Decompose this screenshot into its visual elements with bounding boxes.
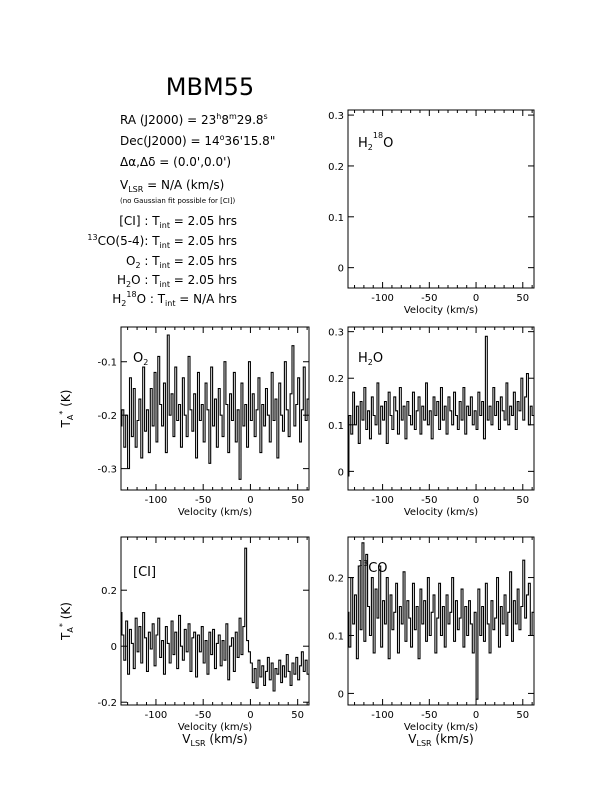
y-tick-label: 0.2 <box>328 374 344 385</box>
panel-h2o: -100 -50 0 50 0 0.1 0.2 0.3 Velocity (km/s) H2O <box>328 326 535 518</box>
x-axis-label: Velocity (km/s) <box>404 722 478 733</box>
plot-frame <box>120 326 310 491</box>
x-tick-label: 0 <box>247 710 253 721</box>
x-axis-label: Velocity (km/s) <box>404 507 478 518</box>
plot-frame <box>347 536 535 706</box>
y-tick-label: 0 <box>338 467 344 478</box>
panel-13co: -100 -50 0 50 0 0.1 0.2 Velocity (km/s)VLSR (km… <box>328 536 535 748</box>
y-tick-label: 0.3 <box>328 111 344 122</box>
x-tick-label: -100 <box>371 293 394 304</box>
x-tick-label: -50 <box>421 293 437 304</box>
y-tick-label: 0 <box>111 642 117 653</box>
info-block: RA (J2000) = 23h8m29.8s Dec(J2000) = 14o… <box>87 112 275 308</box>
panel-h2-18o: -100 -50 0 50 0 0.1 0.2 0.3 Velocity (km/s) H218O <box>328 109 535 316</box>
y-tick-label: 0 <box>338 264 344 275</box>
spectrum-line <box>121 547 309 692</box>
x-tick-label: -100 <box>145 495 168 506</box>
x-tick-label: -50 <box>421 710 437 721</box>
y-tick-label: 0.1 <box>328 213 344 224</box>
plot-frame <box>347 326 535 491</box>
y-axis-label: TA* (K) <box>58 602 75 641</box>
panel-ci: -100 -50 0 50 -0.2 0 0.2 Velocity (km/s)VLSR (k… <box>58 536 310 748</box>
species-label: H218O <box>358 131 393 152</box>
y-tick-label: -0.2 <box>97 698 117 709</box>
species-label: O2 <box>133 351 148 367</box>
y-tick-label: -0.2 <box>97 411 117 422</box>
vlsr-axis-label: VLSR (km/s) <box>408 732 473 748</box>
x-axis-label: Velocity (km/s) <box>404 305 478 316</box>
y-tick-label: 0.1 <box>328 421 344 432</box>
y-tick-label: 0.2 <box>328 162 344 173</box>
y-tick-label: 0.2 <box>328 574 344 585</box>
spectrum-line <box>348 542 534 700</box>
x-tick-label: 50 <box>516 710 529 721</box>
plot-frame <box>120 536 310 706</box>
y-tick-label: -0.1 <box>97 358 117 369</box>
ra-line: RA (J2000) = 23h8m29.8s <box>120 112 268 127</box>
x-axis-label: Velocity (km/s) <box>178 507 252 518</box>
panel-o2: -100 -50 0 50 -0.1 -0.2 -0.3 Velocity (km/s) TA*… <box>58 326 310 518</box>
tint-line: [CI] : Tint = 2.05 hrs <box>119 214 237 230</box>
y-tick-label: -0.3 <box>97 465 117 476</box>
tint-line: H2O : Tint = 2.05 hrs <box>117 273 237 289</box>
x-tick-label: 50 <box>516 293 529 304</box>
tint-line: H218O : Tint = N/A hrs <box>112 290 237 308</box>
species-label: 13CO <box>358 559 388 576</box>
vlsr-axis-label: VLSR (km/s) <box>182 732 247 748</box>
x-tick-label: -50 <box>195 495 211 506</box>
x-tick-label: -100 <box>145 710 168 721</box>
x-tick-label: -50 <box>195 710 211 721</box>
x-tick-label: -100 <box>371 495 394 506</box>
offset-line: Δα,Δδ = (0.0',0.0') <box>120 155 231 169</box>
species-label: [CI] <box>133 565 156 580</box>
y-tick-label: 0.2 <box>101 586 117 597</box>
page-title: MBM55 <box>166 73 254 101</box>
y-tick-label: 0.3 <box>328 328 344 339</box>
integration-time-lines: [CI] : Tint = 2.05 hrs 13CO(5-4): Tint = … <box>87 214 237 308</box>
x-tick-label: -50 <box>421 495 437 506</box>
species-label: H2O <box>358 351 383 367</box>
y-tick-label: 0.1 <box>328 631 344 642</box>
gaussian-note: (no Gaussian fit possible for [CI]) <box>120 197 236 205</box>
x-axis-label: Velocity (km/s) <box>178 722 252 733</box>
x-tick-label: 50 <box>291 495 304 506</box>
x-tick-label: -100 <box>371 710 394 721</box>
y-axis-label: TA* (K) <box>58 390 75 429</box>
plot-frame <box>347 109 535 289</box>
vlsr-line: VLSR = N/A (km/s) <box>120 178 224 194</box>
tint-line: 13CO(5-4): Tint = 2.05 hrs <box>87 233 237 250</box>
spectrum-line <box>121 334 309 480</box>
tint-line: O2 : Tint = 2.05 hrs <box>126 254 237 270</box>
spectrum-line <box>348 335 534 477</box>
x-tick-label: 0 <box>247 495 253 506</box>
y-tick-label: 0 <box>338 689 344 700</box>
x-tick-label: 0 <box>473 710 479 721</box>
spectrum-panels: -100 -50 0 50 0 0.1 0.2 0.3 Velocity (km/s) H218O… <box>58 109 535 748</box>
x-tick-label: 50 <box>291 710 304 721</box>
x-tick-label: 50 <box>516 495 529 506</box>
x-tick-label: 0 <box>473 293 479 304</box>
x-tick-label: 0 <box>473 495 479 506</box>
dec-line: Dec(J2000) = 14o36'15.8" <box>120 133 275 148</box>
